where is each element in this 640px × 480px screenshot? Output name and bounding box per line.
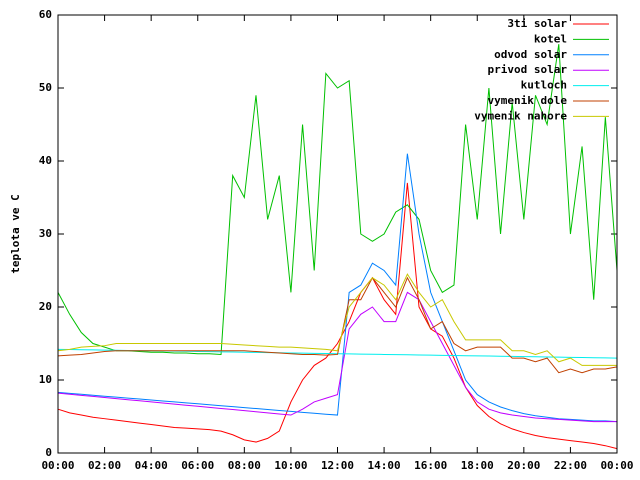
x-tick-label: 00:00 [41,459,74,472]
series-line [57,273,617,366]
legend-label: kotel [534,32,567,45]
x-tick-label: 18:00 [461,459,494,472]
y-tick-label: 60 [39,8,52,21]
x-tick-label: 10:00 [274,459,307,472]
x-tick-label: 14:00 [368,459,401,472]
y-tick-label: 0 [45,446,52,459]
y-tick-label: 50 [39,81,52,94]
x-tick-label: 12:00 [321,459,354,472]
legend-label: vymenik dole [488,94,568,107]
series-line [57,276,618,374]
x-tick-label: 22:00 [554,459,587,472]
y-tick-label: 10 [39,373,52,386]
y-axis-label: teplota ve C [9,194,22,273]
legend-label: privod solar [488,63,568,76]
x-tick-label: 02:00 [88,459,121,472]
series-line [57,291,617,423]
series-line [57,182,618,450]
legend-label: 3ti solar [507,17,567,30]
legend-label: odvod solar [494,48,567,61]
plot-border [57,14,618,454]
legend-label: kutloch [521,79,567,92]
series-line [57,153,618,423]
y-tick-label: 30 [39,227,52,240]
y-tick-label: 40 [39,154,52,167]
x-tick-label: 00:00 [600,459,633,472]
legend-label: vymenik nahore [474,109,567,122]
x-tick-label: 16:00 [414,459,447,472]
y-tick-label: 20 [39,300,52,313]
x-tick-label: 04:00 [135,459,168,472]
series-line [57,44,618,355]
x-tick-label: 06:00 [181,459,214,472]
x-tick-label: 08:00 [228,459,261,472]
x-tick-label: 20:00 [507,459,540,472]
